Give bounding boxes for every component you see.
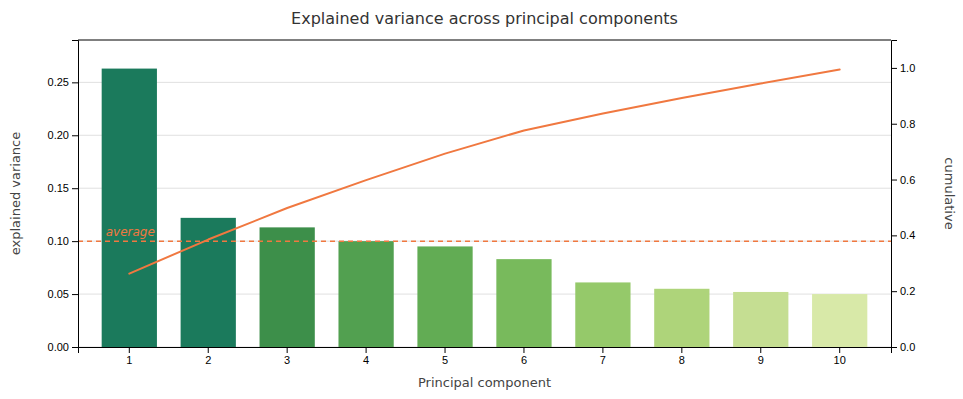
x-tick-label: 2 (205, 354, 211, 366)
y-tick: 0.05 (48, 288, 78, 300)
x-tick: 6 (521, 347, 527, 366)
grid-line (78, 188, 891, 189)
y-tick-label: 0.15 (48, 182, 69, 194)
x-tick: 10 (834, 347, 846, 366)
bar (496, 259, 551, 347)
y2-tick-label: 0.0 (900, 341, 915, 353)
x-axis: 1 2 3 4 5 6 7 8 9 10 (79, 347, 892, 366)
bar (654, 289, 709, 347)
x-axis-line (79, 348, 892, 354)
x-tick-mark (602, 347, 603, 353)
x-tick: 8 (679, 347, 685, 366)
bar (102, 69, 157, 347)
grid-line (78, 241, 891, 242)
x-tick-mark (208, 347, 209, 353)
y-tick: 0.15 (48, 182, 78, 194)
x-tick: 1 (126, 347, 132, 366)
y-tick-mark (72, 241, 78, 242)
reference-line (78, 240, 891, 242)
y-axis: 0.00 0.05 0.10 0.15 0.20 0.25 (48, 41, 79, 354)
y-axis-title: explained variance (8, 132, 23, 256)
x-tick: 7 (600, 347, 606, 366)
bar-series (102, 69, 868, 347)
y2-tick-label: 0.2 (900, 285, 915, 297)
x-tick-label: 5 (442, 354, 448, 366)
x-tick-label: 10 (834, 354, 846, 366)
x-tick-mark (366, 347, 367, 353)
x-axis-title: Principal component (418, 375, 551, 390)
y-tick-mark (72, 135, 78, 136)
x-tick: 2 (205, 347, 211, 366)
x-tick-mark (681, 347, 682, 353)
x-tick-label: 6 (521, 354, 527, 366)
y-tick-label: 0.05 (48, 288, 69, 300)
x-tick-label: 4 (363, 354, 369, 366)
y2-tick: 0.6 (891, 174, 915, 186)
frame-top (78, 40, 891, 41)
grid-line (78, 135, 891, 136)
y-tick-mark (72, 82, 78, 83)
y2-tick: 1.0 (891, 62, 915, 74)
bar (417, 246, 472, 347)
x-tick-mark (839, 347, 840, 353)
y2-axis-line (892, 41, 898, 348)
y2-tick-label: 0.4 (900, 229, 915, 241)
bar (181, 218, 236, 347)
y2-tick-mark (891, 291, 897, 292)
y-tick: 0.10 (48, 235, 78, 247)
bar (260, 227, 315, 347)
y2-tick-label: 0.6 (900, 174, 915, 186)
y-axis-line (72, 41, 79, 348)
y2-tick-label: 1.0 (900, 62, 915, 74)
plot-area: 123456789100.000.050.100.150.200.250.00.… (48, 40, 916, 366)
y2-tick-mark (891, 124, 897, 125)
y-tick-mark (72, 347, 78, 348)
title: Explained variance across principal comp… (291, 9, 678, 28)
y-tick: 0.25 (48, 76, 78, 88)
bar (733, 292, 788, 347)
y-tick-mark (72, 188, 78, 189)
y2-axis: 0.0 0.2 0.4 0.6 0.8 1.0 (891, 41, 915, 354)
x-tick-mark (445, 347, 446, 353)
bar (338, 241, 393, 347)
bar (575, 282, 630, 347)
y-tick-label: 0.10 (48, 235, 69, 247)
y2-tick: 0.0 (891, 341, 915, 353)
grid (78, 82, 891, 347)
y2-tick-mark (891, 347, 897, 348)
y2-tick: 0.4 (891, 229, 915, 241)
y2-tick-mark (891, 235, 897, 236)
x-tick-mark (523, 347, 524, 353)
y2-tick-mark (891, 180, 897, 181)
marks (78, 69, 891, 347)
x-tick-mark (760, 347, 761, 353)
x-tick-mark (287, 347, 288, 353)
y-tick-label: 0.00 (48, 341, 69, 353)
line (129, 70, 839, 274)
y2-tick-label: 0.8 (900, 118, 915, 130)
y-tick-label: 0.25 (48, 76, 69, 88)
chart: 123456789100.000.050.100.150.200.250.00.… (0, 0, 963, 399)
y2-axis-title: cumulative (942, 157, 957, 229)
x-tick: 5 (442, 347, 448, 366)
x-tick-label: 7 (600, 354, 606, 366)
y-tick: 0.20 (48, 129, 78, 141)
y-tick: 0.00 (48, 341, 78, 353)
x-tick-label: 8 (679, 354, 685, 366)
x-tick: 3 (284, 347, 290, 366)
y-tick-mark (72, 294, 78, 295)
annotation-label: average (106, 225, 155, 239)
x-tick-mark (129, 347, 130, 353)
x-tick-label: 3 (284, 354, 290, 366)
x-tick: 9 (758, 347, 764, 366)
y-tick-label: 0.20 (48, 129, 69, 141)
y2-tick: 0.8 (891, 118, 915, 130)
bar (812, 294, 867, 347)
x-tick: 4 (363, 347, 369, 366)
y2-tick-mark (891, 68, 897, 69)
x-tick-label: 1 (126, 354, 132, 366)
x-tick-label: 9 (758, 354, 764, 366)
y2-tick: 0.2 (891, 285, 915, 297)
